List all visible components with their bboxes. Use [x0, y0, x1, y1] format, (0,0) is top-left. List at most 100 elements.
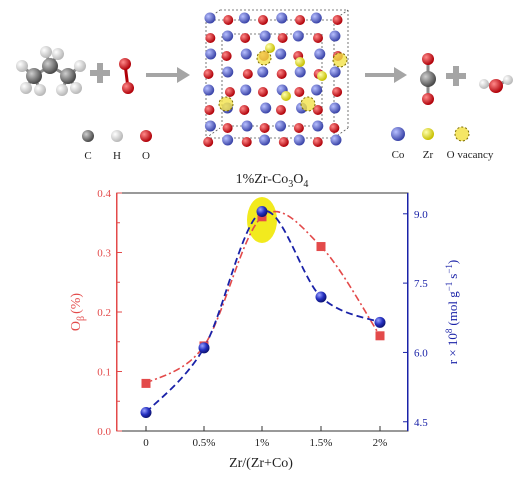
legend-hydrogen-swatch [111, 130, 123, 142]
catalyst-lattice [203, 9, 349, 147]
cobalt-atom [260, 102, 272, 114]
chart: 0.0 0.1 0.2 0.3 0.4 4.5 6.0 7.5 9.0 0 0.5% 1% 1.5%… [69, 188, 460, 471]
cobalt-atom [275, 48, 287, 60]
oxygen-beta-point [141, 378, 151, 388]
reaction-arrow [146, 67, 190, 83]
catalyst-label: 1%Zr-Co3O4 [236, 172, 309, 190]
oxygen-atom [295, 15, 306, 25]
oxygen-atom [276, 69, 287, 79]
oxygen-atom [224, 87, 235, 97]
left-tick-label: 0.2 [97, 307, 111, 319]
cobalt-atom [329, 102, 341, 114]
x-tick-label: 1.5% [310, 437, 333, 449]
cobalt-atom [329, 30, 341, 42]
legend-oxygen-swatch [140, 130, 152, 142]
right-tick-label: 9.0 [414, 209, 428, 221]
right-axis-line [407, 193, 409, 431]
oxygen-vacancy [332, 52, 348, 68]
x-tick-label: 2% [373, 437, 388, 449]
oxygen-atom [275, 105, 286, 115]
oxygen-beta-point [375, 331, 385, 341]
x-tick-label: 0.5% [193, 437, 216, 449]
rate-point [198, 342, 210, 354]
cobalt-atom [204, 120, 216, 132]
right-axis-title: r × 108(mol g−1s−1) [444, 260, 460, 365]
legend-carbon-label: C [84, 150, 91, 162]
plus-sign [446, 66, 466, 86]
oxygen-atom [277, 33, 288, 43]
reaction-arrow [365, 67, 407, 83]
rate-point [315, 291, 327, 303]
oxygen-atom [294, 87, 305, 97]
cobalt-atom [238, 12, 250, 24]
oxygen-atom [312, 105, 323, 115]
oxygen-atom [312, 137, 323, 147]
atom-legend-left: C H O [82, 130, 152, 162]
oxygen-atom [241, 137, 252, 147]
zirconium-atom [265, 43, 275, 53]
legend-cobalt-swatch [391, 127, 405, 141]
cobalt-atom [222, 66, 234, 78]
oxygen-atom [239, 105, 250, 115]
legend-carbon-swatch [82, 130, 94, 142]
cobalt-atom [259, 30, 271, 42]
right-tick-label: 7.5 [414, 278, 428, 290]
cobalt-atom [222, 30, 234, 42]
rate-point [256, 205, 268, 217]
left-axis-line [116, 193, 118, 431]
legend-cobalt-label: Co [392, 149, 405, 161]
cobalt-atom [312, 120, 324, 132]
left-tick-label: 0.1 [97, 367, 111, 379]
oxygen-atom [205, 33, 216, 43]
cobalt-atom [205, 48, 217, 60]
cobalt-atom [329, 66, 341, 78]
legend-zirconium-label: Zr [423, 149, 434, 161]
oxygen-atom [223, 15, 234, 25]
oxygen-atom [278, 137, 289, 147]
rate-point [140, 407, 152, 419]
oxygen-atom [332, 15, 343, 25]
oxygen-molecule [119, 58, 134, 94]
right-tick-label: 4.5 [414, 417, 428, 429]
zirconium-atom [317, 71, 327, 81]
legend-oxygen-vacancy-label: O vacancy [447, 149, 494, 161]
oxygen-beta-point [316, 242, 326, 252]
cobalt-atom [330, 134, 342, 146]
cobalt-atom [310, 12, 322, 24]
cobalt-atom [241, 120, 253, 132]
cobalt-atom [314, 48, 326, 60]
left-tick-label: 0.4 [97, 188, 111, 200]
right-axis-ticks: 4.5 6.0 7.5 9.0 [403, 209, 428, 429]
oxygen-atom [203, 69, 214, 79]
oxygen-atom [332, 87, 343, 97]
cobalt-atom [292, 30, 304, 42]
cobalt-atom [222, 134, 234, 146]
oxygen-atom [221, 51, 232, 61]
rate-point [374, 316, 386, 328]
legend-oxygen-label: O [142, 150, 150, 162]
legend-hydrogen-label: H [113, 150, 121, 162]
oxygen-atom [259, 123, 270, 133]
oxygen-atom [242, 69, 253, 79]
oxygen-atom [257, 87, 268, 97]
zirconium-atom [295, 57, 305, 67]
oxygen-atom [329, 123, 340, 133]
x-tick-label: 0 [143, 437, 149, 449]
cobalt-atom [276, 12, 288, 24]
oxygen-atom [240, 33, 251, 43]
cobalt-atom [293, 134, 305, 146]
atom-legend-right: Co Zr O vacancy [391, 126, 494, 161]
x-axis-title: Zr/(Zr+Co) [229, 456, 293, 471]
x-tick-label: 1% [255, 437, 270, 449]
left-tick-label: 0.3 [97, 248, 111, 260]
carbon-dioxide-molecule [420, 53, 436, 105]
oxygen-atom [204, 105, 215, 115]
oxygen-atom [257, 15, 268, 25]
cobalt-atom [204, 12, 216, 24]
right-tick-label: 6.0 [414, 347, 428, 359]
oxygen-atom [312, 33, 323, 43]
legend-oxygen-vacancy-swatch [454, 126, 470, 142]
oxygen-atom [222, 123, 233, 133]
left-axis-ticks: 0.0 0.1 0.2 0.3 0.4 [97, 188, 122, 438]
